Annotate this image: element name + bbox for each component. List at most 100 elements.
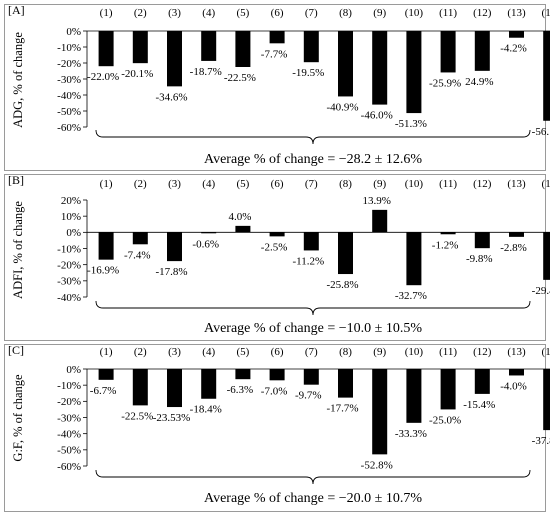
average-text: Average % of change = −20.0 ± 10.7% [204, 491, 422, 506]
data-label: 24.9% [465, 76, 493, 88]
average-text: Average % of change = −28.2 ± 12.6% [204, 152, 422, 167]
data-label: -4.2% [500, 43, 527, 55]
data-label: -22.5% [224, 72, 256, 84]
data-label: -7.4% [124, 249, 151, 261]
category-label: (12) [473, 178, 492, 190]
data-label: -25.0% [429, 414, 461, 426]
category-label: (9) [373, 7, 386, 19]
bar [167, 369, 182, 407]
category-label: (1) [100, 346, 113, 358]
data-label: -2.8% [500, 242, 527, 254]
data-label: -25.9% [429, 77, 461, 89]
bar [201, 369, 216, 399]
y-axis-title: ADFI, % of change [11, 201, 25, 299]
data-label: -40.9% [326, 101, 358, 113]
average-text: Average % of change = −10.0 ± 10.5% [204, 321, 422, 336]
chart-panel-1: [A]ADG, % of change0%-10%-20%-30%-40%-50… [5, 3, 550, 171]
y-tick-label: -40% [57, 292, 81, 304]
category-label: (8) [339, 7, 352, 19]
bar [304, 369, 319, 385]
bar [441, 31, 456, 72]
category-label: (11) [439, 7, 457, 19]
category-label: (8) [339, 178, 352, 190]
data-label: -52.8% [361, 459, 393, 471]
bar [338, 232, 353, 274]
data-label: 4.0% [228, 211, 251, 223]
y-tick-label: -30% [57, 276, 81, 288]
category-label: (14) [542, 7, 550, 19]
brace [96, 470, 530, 484]
data-label: -33.3% [395, 428, 427, 440]
bar [270, 369, 285, 380]
data-label: -22.5% [121, 410, 153, 422]
data-label: -19.5% [292, 67, 324, 79]
data-label: -23.53% [153, 412, 191, 424]
bar [235, 369, 250, 379]
bar [133, 232, 148, 244]
data-label: -9.7% [295, 390, 322, 402]
data-label: -4.0% [500, 380, 527, 392]
data-label: -6.7% [90, 385, 117, 397]
category-label: (9) [373, 178, 386, 190]
data-label: -46.0% [361, 110, 393, 122]
y-tick-label: -20% [57, 58, 81, 70]
bar [133, 31, 148, 63]
data-label: -16.9% [87, 265, 119, 277]
data-label: -25.8% [326, 279, 358, 291]
brace [96, 130, 530, 144]
y-tick-label: -40% [57, 428, 81, 440]
category-label: (14) [542, 178, 550, 190]
y-tick-label: -60% [57, 122, 81, 134]
y-axis-title: G:F, % of change [11, 374, 25, 462]
category-label: (12) [473, 7, 492, 19]
bar [372, 31, 387, 105]
data-label: -18.7% [190, 66, 222, 78]
category-label: (10) [405, 7, 424, 19]
category-label: (10) [405, 178, 424, 190]
data-label: -6.3% [227, 384, 254, 396]
category-label: (7) [305, 346, 318, 358]
category-label: (9) [373, 346, 386, 358]
category-label: (7) [305, 178, 318, 190]
data-label: -37.8% [532, 435, 550, 447]
y-tick-label: -30% [57, 412, 81, 424]
data-label: -15.4% [463, 399, 495, 411]
bar [475, 31, 490, 71]
chart-panel-3: [C]G:F, % of change0%-10%-20%-30%-40%-50… [5, 343, 550, 512]
bar [509, 232, 524, 237]
category-label: (11) [439, 178, 457, 190]
category-label: (5) [236, 7, 249, 19]
data-label: -0.6% [192, 238, 219, 250]
bar [406, 369, 421, 423]
bar [235, 31, 250, 67]
data-label: -1.2% [432, 239, 459, 251]
category-label: (10) [405, 346, 424, 358]
y-tick-label: 0% [66, 26, 81, 38]
bar [509, 369, 524, 375]
bar [201, 31, 216, 61]
y-tick-label: 10% [61, 211, 81, 223]
bar [543, 232, 550, 280]
bar [372, 369, 387, 454]
category-label: (6) [271, 346, 284, 358]
bar [270, 31, 285, 43]
bar [235, 226, 250, 232]
y-tick-label: 0% [66, 364, 81, 376]
bar [338, 369, 353, 398]
bar [543, 31, 550, 121]
panel-label: [C] [8, 343, 24, 357]
bar [441, 232, 456, 234]
y-tick-label: 0% [66, 227, 81, 239]
bar [167, 232, 182, 261]
category-label: (2) [134, 178, 147, 190]
bar [372, 210, 387, 232]
category-label: (14) [542, 346, 550, 358]
category-label: (5) [236, 346, 249, 358]
data-label: -51.3% [395, 118, 427, 130]
category-label: (13) [507, 346, 526, 358]
data-label: -32.7% [395, 290, 427, 302]
bar [475, 232, 490, 248]
data-label: -34.6% [155, 91, 187, 103]
bar [201, 232, 216, 233]
